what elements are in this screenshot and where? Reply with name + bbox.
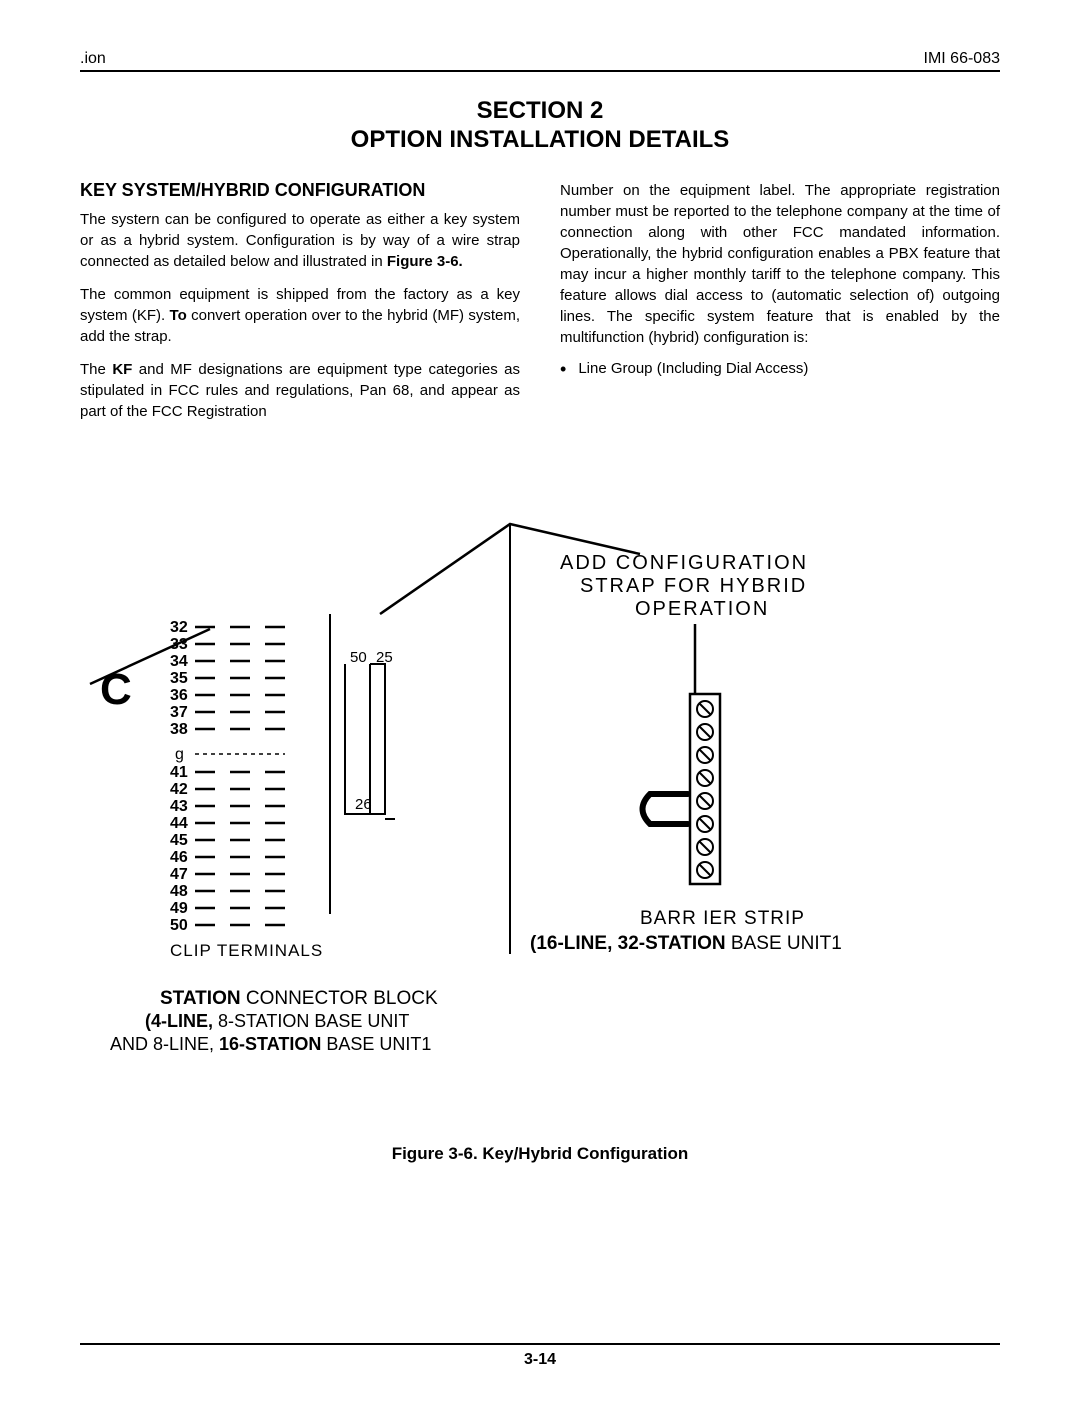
svg-text:50: 50 <box>170 917 188 934</box>
svg-text:50: 50 <box>350 649 367 666</box>
left-para3-kf: KF <box>112 361 132 378</box>
right-para1: Number on the equipment label. The appro… <box>560 180 1000 348</box>
svg-text:37: 37 <box>170 704 188 721</box>
svg-text:49: 49 <box>170 900 188 917</box>
svg-text:33: 33 <box>170 636 188 653</box>
svg-text:(16-LINE, 32-STATION BASE UNIT: (16-LINE, 32-STATION BASE UNIT1 <box>530 933 842 954</box>
left-para2-to: To <box>170 307 187 324</box>
svg-text:(4-LINE, 8-STATION BASE UNIT: (4-LINE, 8-STATION BASE UNIT <box>145 1011 409 1031</box>
figure-caption: Figure 3-6. Key/Hybrid Configuration <box>80 1144 1000 1164</box>
left-para3: The KF and MF designations are equipment… <box>80 359 520 422</box>
right-column: Number on the equipment label. The appro… <box>560 180 1000 434</box>
svg-text:OPERATION: OPERATION <box>635 598 769 620</box>
two-column-text: KEY SYSTEM/HYBRID CONFIGURATION The syst… <box>80 180 1000 434</box>
bullet-item: • Line Group (Including Dial Access) <box>560 360 1000 378</box>
header-left: .ion <box>80 50 106 68</box>
svg-text:41: 41 <box>170 764 188 781</box>
section-title: SECTION 2 OPTION INSTALLATION DETAILS <box>80 97 1000 155</box>
svg-text:C: C <box>100 665 132 714</box>
svg-text:32: 32 <box>170 619 188 636</box>
svg-text:CLIP TERMINALS: CLIP TERMINALS <box>170 941 323 960</box>
left-para3-b: and MF designations are equipment type c… <box>80 361 520 420</box>
svg-text:35: 35 <box>170 670 188 687</box>
figure-ref: Figure 3-6. <box>387 253 463 270</box>
svg-text:g: g <box>175 746 184 763</box>
svg-text:45: 45 <box>170 832 188 849</box>
svg-text:44: 44 <box>170 815 188 832</box>
section-title-line1: SECTION 2 <box>477 97 604 124</box>
svg-text:48: 48 <box>170 883 188 900</box>
page-footer: 3-14 <box>80 1343 1000 1369</box>
svg-text:BARR IER STRIP: BARR IER STRIP <box>640 908 805 929</box>
svg-text:36: 36 <box>170 687 188 704</box>
section-title-line2: OPTION INSTALLATION DETAILS <box>351 126 730 153</box>
svg-text:43: 43 <box>170 798 188 815</box>
key-system-heading: KEY SYSTEM/HYBRID CONFIGURATION <box>80 180 520 201</box>
svg-text:47: 47 <box>170 866 188 883</box>
svg-text:STATION CONNECTOR BLOCK: STATION CONNECTOR BLOCK <box>160 988 438 1009</box>
diagram-svg: C 32 33 34 35 36 37 38 g <box>80 494 1000 1114</box>
left-para1: The systern can be configured to operate… <box>80 209 520 272</box>
svg-text:26: 26 <box>355 796 372 813</box>
svg-text:34: 34 <box>170 653 188 670</box>
header-right: IMI 66-083 <box>924 50 1000 68</box>
page-number: 3-14 <box>524 1351 556 1368</box>
left-para3-a: The <box>80 361 112 378</box>
svg-text:25: 25 <box>376 649 393 666</box>
left-para2: The common equipment is shipped from the… <box>80 284 520 347</box>
left-column: KEY SYSTEM/HYBRID CONFIGURATION The syst… <box>80 180 520 434</box>
bullet-dot-icon: • <box>560 360 566 378</box>
figure-diagram: C 32 33 34 35 36 37 38 g <box>80 494 1000 1114</box>
svg-text:ADD CONFIGURATION: ADD CONFIGURATION <box>560 552 808 574</box>
svg-text:AND 8-LINE, 16-STATION BASE UN: AND 8-LINE, 16-STATION BASE UNIT1 <box>110 1034 431 1054</box>
svg-text:46: 46 <box>170 849 188 866</box>
svg-text:STRAP FOR HYBRID: STRAP FOR HYBRID <box>580 575 807 597</box>
svg-text:38: 38 <box>170 721 188 738</box>
svg-text:42: 42 <box>170 781 188 798</box>
page-header: .ion IMI 66-083 <box>80 50 1000 72</box>
bullet-text: Line Group (Including Dial Access) <box>578 360 808 377</box>
